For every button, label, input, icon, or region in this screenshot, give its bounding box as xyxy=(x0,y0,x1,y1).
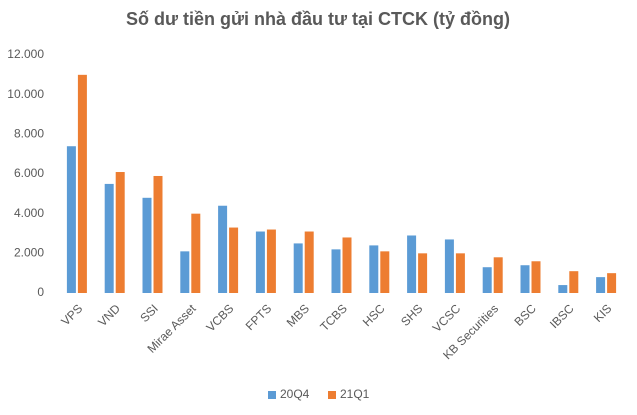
bar xyxy=(380,251,390,293)
bar xyxy=(342,237,352,293)
x-tick-label: KIS xyxy=(591,301,615,325)
bar xyxy=(407,235,417,293)
bar xyxy=(607,273,617,293)
bar xyxy=(66,146,76,293)
bar xyxy=(191,213,201,293)
x-tick-label: SSI xyxy=(137,301,161,325)
bar xyxy=(229,227,239,293)
y-tick-label: 2.000 xyxy=(14,246,44,260)
bar xyxy=(331,249,341,293)
bar xyxy=(304,231,314,293)
x-tick-label: SHS xyxy=(398,301,425,328)
y-tick-label: 4.000 xyxy=(14,206,44,220)
bar xyxy=(180,251,190,293)
x-tick-label: VCBS xyxy=(203,301,236,334)
bar xyxy=(104,183,114,293)
legend-label: 20Q4 xyxy=(280,387,310,401)
bar xyxy=(418,253,428,293)
y-tick-label: 10.000 xyxy=(7,87,44,101)
bar xyxy=(255,231,265,293)
bar xyxy=(142,197,152,293)
legend-swatch xyxy=(328,391,336,399)
bar xyxy=(77,74,87,293)
bar xyxy=(493,257,503,293)
x-tick-label: MBS xyxy=(284,301,312,329)
y-tick-label: 0 xyxy=(37,285,44,299)
bar xyxy=(569,271,579,293)
bar xyxy=(218,205,228,293)
bar xyxy=(266,229,276,293)
x-tick-label: TCBS xyxy=(317,301,350,334)
bar xyxy=(596,277,606,293)
y-tick-label: 12.000 xyxy=(7,47,44,61)
bar xyxy=(520,265,530,293)
bar xyxy=(115,172,125,293)
legend-swatch xyxy=(268,391,276,399)
y-tick-label: 8.000 xyxy=(14,127,44,141)
bar xyxy=(293,243,303,293)
x-tick-label: VCSC xyxy=(430,301,464,335)
bar xyxy=(558,285,568,293)
bar xyxy=(444,239,454,293)
x-tick-label: FPTS xyxy=(243,301,275,333)
bar xyxy=(153,175,163,293)
legend-label: 21Q1 xyxy=(340,387,370,401)
bar xyxy=(531,261,541,293)
x-tick-label: VND xyxy=(95,301,123,329)
chart-title: Số dư tiền gửi nhà đầu tư tại CTCK (tỷ đ… xyxy=(126,9,510,29)
x-tick-label: BSC xyxy=(512,301,540,329)
x-tick-label: IBSC xyxy=(547,301,577,331)
x-tick-label: VPS xyxy=(58,301,85,328)
bar xyxy=(455,253,465,293)
bar xyxy=(482,267,492,293)
bar xyxy=(369,245,379,293)
x-tick-label: HSC xyxy=(360,301,388,329)
y-tick-label: 6.000 xyxy=(14,166,44,180)
